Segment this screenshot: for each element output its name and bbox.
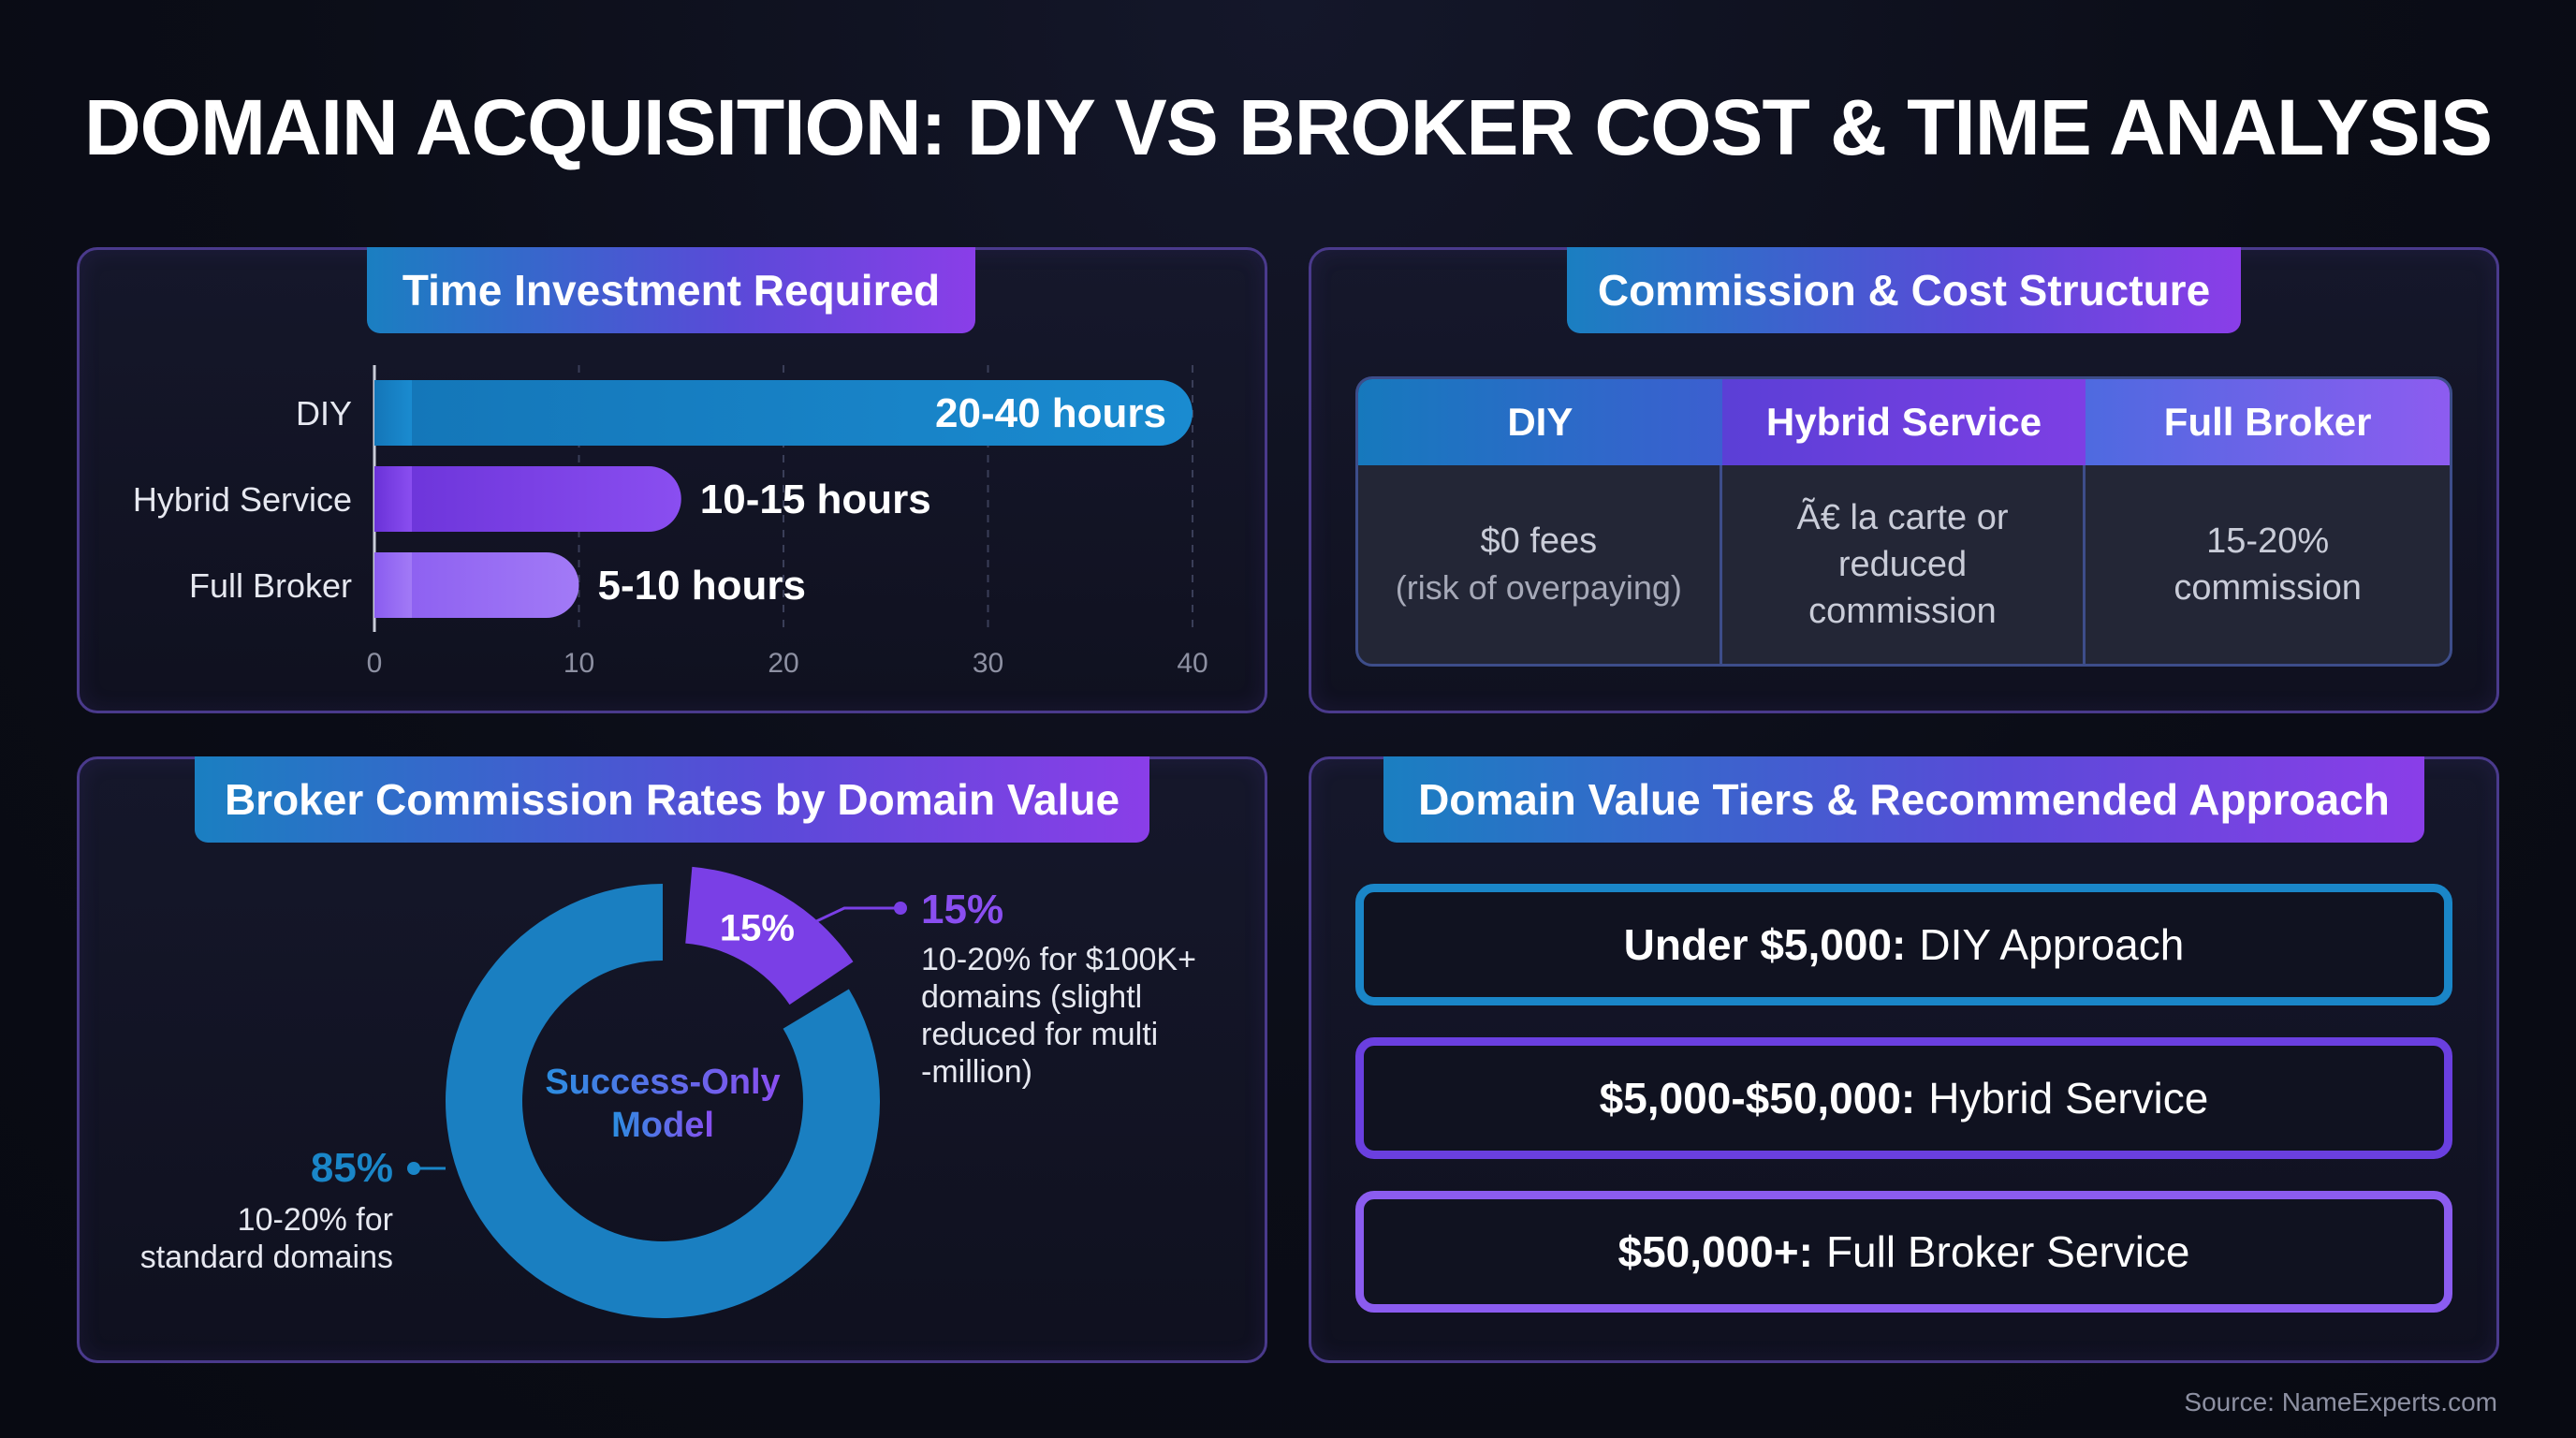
leader-dot-15 <box>894 902 907 915</box>
tier-under-5000-approach: DIY Approach <box>1919 920 2185 969</box>
time-panel-header: Time Investment Required <box>367 247 975 333</box>
table-cell-hybrid: Ã€ la carte or reduced commission <box>1722 465 2086 664</box>
commission-panel-header: Commission & Cost Structure <box>1567 247 2241 333</box>
annotation-desc-15: -million) <box>921 1054 1032 1090</box>
x-tick-label: 0 <box>367 648 383 679</box>
bar-base <box>374 466 412 532</box>
table-cell-diy-sub: (risk of overpaying) <box>1395 568 1682 607</box>
bar <box>374 380 1193 446</box>
tier-under-5000-range: Under $5,000: <box>1623 920 1907 969</box>
table-cell-diy: $0 fees (risk of overpaying) <box>1358 465 1722 664</box>
rates-panel-header: Broker Commission Rates by Domain Value <box>195 756 1149 843</box>
tier-5000-50000: $5,000-$50,000: Hybrid Service <box>1355 1037 2452 1159</box>
donut-slice-85 <box>446 884 880 1319</box>
table-cell-full-broker-main: 15-20% commission <box>2174 521 2362 608</box>
commission-table: DIY Hybrid Service Full Broker $0 fees (… <box>1355 376 2452 667</box>
annotation-desc-15: reduced for multi <box>921 1017 1158 1052</box>
bar-base <box>374 552 412 618</box>
table-header-diy: DIY <box>1358 379 1722 465</box>
annotation-desc-85: 10-20% for <box>238 1202 393 1238</box>
leader-line-15 <box>812 906 899 925</box>
bar-base <box>374 380 412 446</box>
table-cell-hybrid-main: Ã€ la carte or reduced commission <box>1796 498 2009 631</box>
annotation-value-15: 15% <box>921 887 1003 932</box>
tier-5000-50000-range: $5,000-$50,000: <box>1599 1074 1916 1123</box>
table-cell-diy-main: $0 fees <box>1480 521 1598 561</box>
annotation-desc-15: domains (slightl <box>921 979 1142 1015</box>
x-tick-label: 40 <box>1177 648 1208 679</box>
annotation-value-85: 85% <box>311 1145 393 1191</box>
annotation-desc-85: standard domains <box>140 1240 393 1275</box>
tier-50000-plus: $50,000+: Full Broker Service <box>1355 1191 2452 1313</box>
table-cell-full-broker: 15-20% commission <box>2086 465 2450 664</box>
category-label: Hybrid Service <box>133 480 352 519</box>
tiers-panel-header: Domain Value Tiers & Recommended Approac… <box>1383 756 2424 843</box>
x-tick-label: 30 <box>973 648 1003 679</box>
x-tick-label: 10 <box>564 648 594 679</box>
annotation-desc-15: 10-20% for $100K+ <box>921 942 1196 977</box>
category-label: Full Broker <box>189 566 352 605</box>
tier-under-5000: Under $5,000: DIY Approach <box>1355 884 2452 1005</box>
bar <box>374 552 579 618</box>
category-label: DIY <box>296 394 352 433</box>
tier-50000-plus-approach: Full Broker Service <box>1825 1227 2190 1276</box>
donut-center-label: Success-Only <box>545 1063 780 1102</box>
donut-center-label-line2: Model <box>611 1106 714 1145</box>
tier-5000-50000-approach: Hybrid Service <box>1928 1074 2209 1123</box>
table-header-full-broker: Full Broker <box>2086 379 2450 465</box>
page-title: DOMAIN ACQUISITION: DIY VS BROKER COST &… <box>84 83 2493 171</box>
donut-slice-15 <box>685 866 854 1005</box>
leader-dot-85 <box>407 1162 420 1175</box>
source-note: Source: NameExperts.com <box>2184 1387 2497 1416</box>
tier-50000-plus-range: $50,000+: <box>1617 1227 1813 1276</box>
bar-data-label: 10-15 hours <box>700 477 931 522</box>
bar-data-label: 20-40 hours <box>935 390 1166 436</box>
table-header-hybrid: Hybrid Service <box>1721 379 2086 465</box>
bar <box>374 466 681 532</box>
x-tick-label: 20 <box>768 648 798 679</box>
slice-label-15: 15% <box>720 908 795 949</box>
bar-data-label: 5-10 hours <box>598 563 807 609</box>
